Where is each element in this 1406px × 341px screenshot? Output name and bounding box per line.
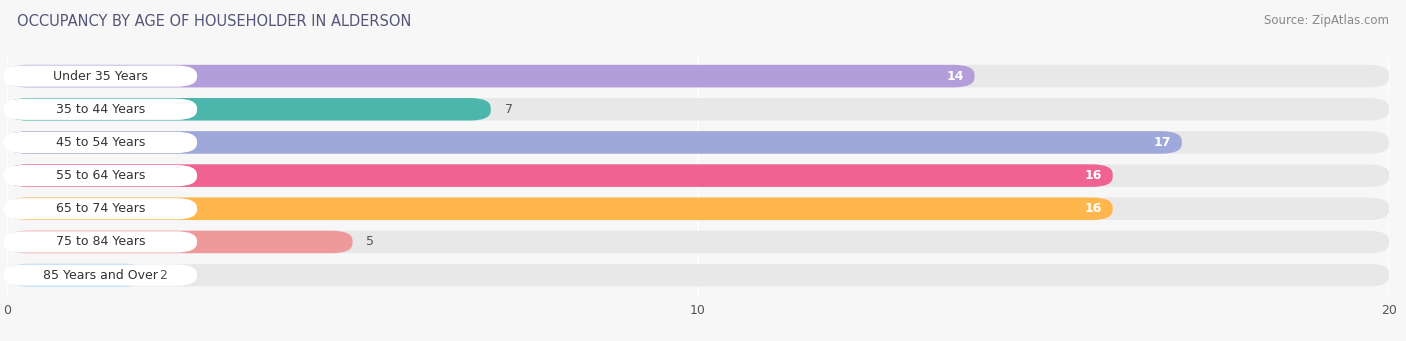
FancyBboxPatch shape <box>7 131 1389 154</box>
FancyBboxPatch shape <box>7 231 353 253</box>
FancyBboxPatch shape <box>7 231 1389 253</box>
Text: Under 35 Years: Under 35 Years <box>53 70 148 83</box>
FancyBboxPatch shape <box>7 264 1389 286</box>
Text: 17: 17 <box>1154 136 1171 149</box>
Text: 55 to 64 Years: 55 to 64 Years <box>56 169 145 182</box>
Text: 16: 16 <box>1085 202 1102 215</box>
FancyBboxPatch shape <box>7 98 1389 121</box>
FancyBboxPatch shape <box>4 265 197 286</box>
FancyBboxPatch shape <box>7 264 145 286</box>
Text: 85 Years and Over: 85 Years and Over <box>44 269 157 282</box>
FancyBboxPatch shape <box>4 99 197 120</box>
FancyBboxPatch shape <box>7 164 1112 187</box>
FancyBboxPatch shape <box>7 197 1112 220</box>
FancyBboxPatch shape <box>7 197 1389 220</box>
FancyBboxPatch shape <box>4 231 197 253</box>
Text: 5: 5 <box>367 235 374 249</box>
FancyBboxPatch shape <box>7 164 1389 187</box>
FancyBboxPatch shape <box>4 65 197 87</box>
FancyBboxPatch shape <box>4 198 197 219</box>
Text: 14: 14 <box>946 70 965 83</box>
FancyBboxPatch shape <box>7 131 1182 154</box>
FancyBboxPatch shape <box>7 65 974 87</box>
Text: Source: ZipAtlas.com: Source: ZipAtlas.com <box>1264 14 1389 27</box>
FancyBboxPatch shape <box>4 165 197 186</box>
FancyBboxPatch shape <box>7 65 1389 87</box>
Text: 45 to 54 Years: 45 to 54 Years <box>56 136 145 149</box>
FancyBboxPatch shape <box>7 98 491 121</box>
Text: 35 to 44 Years: 35 to 44 Years <box>56 103 145 116</box>
Text: 7: 7 <box>505 103 513 116</box>
Text: 75 to 84 Years: 75 to 84 Years <box>56 235 145 249</box>
Text: OCCUPANCY BY AGE OF HOUSEHOLDER IN ALDERSON: OCCUPANCY BY AGE OF HOUSEHOLDER IN ALDER… <box>17 14 411 29</box>
FancyBboxPatch shape <box>4 132 197 153</box>
Text: 65 to 74 Years: 65 to 74 Years <box>56 202 145 215</box>
Text: 16: 16 <box>1085 169 1102 182</box>
Text: 2: 2 <box>159 269 167 282</box>
